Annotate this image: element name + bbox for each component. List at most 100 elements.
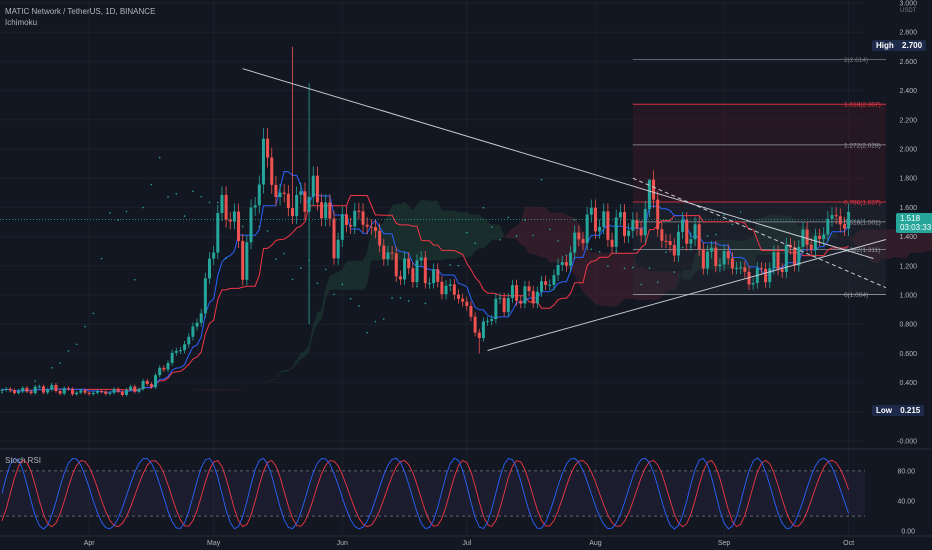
candle-body [643,209,647,236]
time-label-jul: Jul [462,540,471,547]
candle-body [506,298,510,313]
cloud-segment [371,227,376,261]
candle-body [498,297,502,299]
candle-body [237,211,241,241]
rsi-pane [0,457,865,530]
chikou-dot [515,235,518,237]
price-tick-label: 2.800 [899,30,917,37]
candle-body [270,157,274,185]
candle-body [772,252,776,269]
cloud-segment [906,229,911,258]
candle-body [37,386,41,388]
cloud-segment [155,388,160,390]
cloud-segment [412,204,417,261]
candle-body [540,281,543,292]
low-marker: Low 0.215 [872,405,925,416]
chikou-dot [208,201,211,204]
cloud-segment [553,212,559,263]
cloud-segment [462,212,467,257]
cloud-segment [628,252,633,299]
candle-body [46,389,50,393]
candle-body [423,257,427,284]
chikou-dot [399,297,402,299]
candle-body [685,219,689,244]
chikou-dot [324,268,327,271]
chikou-dot [192,190,194,193]
chikou-dot [183,215,186,217]
candle-body [407,258,411,269]
candle-body [282,192,286,194]
candle-body [145,380,149,384]
chikou-dot [407,300,410,302]
low-marker-label: Low [876,406,892,415]
high-marker: High 2.700 [872,40,927,51]
candle-body [162,367,166,370]
candle-body [328,202,332,219]
chikou-dot [632,266,634,269]
candle-body [187,336,191,345]
cloud-segment [304,344,310,358]
trendline-2 [487,239,887,351]
cloud-segment [313,312,318,334]
candle-body [104,391,108,394]
cloud-segment [844,238,849,240]
candle-body [203,278,207,314]
fib-level-label-6: 0(1.004) [844,292,868,299]
candle-body [743,267,747,272]
cloud-segment [338,269,343,290]
cloud-segment [533,207,538,256]
cloud-segment [367,227,372,285]
price-tick-label: 0.800 [899,322,917,329]
candle-body [394,253,398,277]
cloud-segment [765,214,770,255]
cloud-segment [309,323,314,353]
chikou-dot [681,246,684,249]
time-label-jun: Jun [337,540,348,547]
cloud-segment [483,217,488,249]
price-tick-label: 1.800 [899,176,917,183]
price-tick-label: 0.400 [899,380,917,387]
candle-body [610,239,614,247]
cloud-segment [773,214,779,255]
stoch-k-line [1,457,850,530]
chikou-dot [549,228,551,231]
cloud-segment [221,389,227,391]
chikou-dot [532,234,534,237]
cloud-segment [753,217,758,270]
candle-body [432,269,436,284]
time-label-sep: Sep [718,540,731,547]
candle-body [427,283,431,285]
candle-body [361,211,365,225]
candle-body [652,179,656,200]
candle-body [141,380,145,390]
candle-body [548,284,552,286]
cloud-segment [217,389,222,391]
cloud-segment [363,252,368,290]
candle-body [42,386,45,393]
candle-body [510,285,514,299]
fib-level-label-3: 0.786(1.637) [844,199,881,206]
candle-body [676,231,680,256]
indicator-label[interactable]: Ichimoku [5,18,38,27]
rsi-title[interactable]: Stoch RSI [5,456,42,465]
candle-body [174,350,178,353]
candle-body [83,390,87,393]
candle-body [768,268,772,283]
candle-body [25,387,29,392]
cloud-segment [861,229,866,254]
candle-body [365,224,369,227]
candle-body [154,375,158,388]
symbol-title[interactable]: MATIC Network / TetherUS, 1D, BINANCE [5,7,156,16]
candle-body [95,391,99,393]
candle-body [415,260,419,283]
cloud-segment [475,214,480,252]
candle-body [336,239,340,259]
chikou-dot [241,225,244,228]
chikou-dot [341,283,344,286]
cloud-segment [205,389,210,391]
candle-body [614,217,618,247]
cloud-segment [495,224,500,240]
chikou-dot [316,282,319,284]
candle-body [577,232,581,240]
